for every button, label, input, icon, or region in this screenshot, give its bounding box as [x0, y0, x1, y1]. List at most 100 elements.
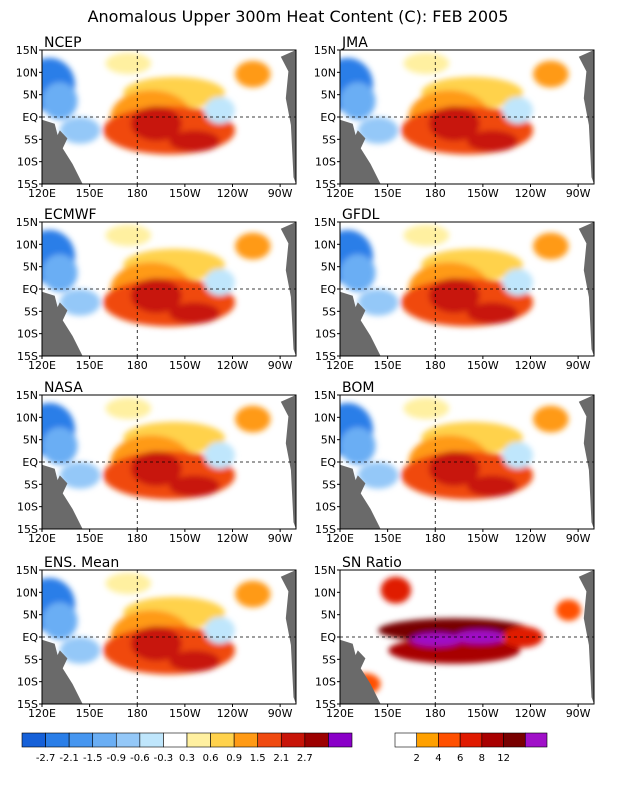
plot-area: [340, 222, 594, 356]
x-tick-label: 150E: [76, 187, 104, 200]
y-tick-label: 5N: [321, 261, 336, 274]
landmass-new-guinea: [340, 639, 381, 704]
y-tick-label: EQ: [320, 111, 336, 124]
colorbar-label: 0.6: [203, 753, 219, 764]
field-region: [42, 254, 78, 292]
colorbar-swatch: [503, 732, 526, 748]
y-tick-label: EQ: [22, 631, 38, 644]
colorbar-label: 0.9: [226, 753, 242, 764]
y-tick-label: 5N: [321, 89, 336, 102]
landmass-new-guinea: [340, 291, 381, 356]
y-tick-label: 10S: [17, 156, 38, 169]
x-tick-label: 180: [425, 359, 446, 372]
y-tick-label: 5N: [321, 434, 336, 447]
colorbar-swatch: [438, 732, 461, 748]
y-tick-label: EQ: [22, 111, 38, 124]
panel-title: ENS. Mean: [44, 555, 119, 571]
colorbar-label: -0.3: [154, 753, 174, 764]
colorbar-swatch: [304, 732, 329, 748]
field-region: [357, 289, 399, 316]
landmass-island: [352, 475, 366, 495]
y-tick-label: 15S: [17, 698, 38, 711]
x-tick-label: 120E: [326, 532, 354, 545]
field-region: [130, 451, 182, 487]
colorbar-label: 12: [497, 753, 510, 764]
x-tick-label: 90W: [268, 187, 293, 200]
colorbar-label: 8: [479, 753, 485, 764]
x-tick-label: 120W: [515, 187, 547, 200]
x-tick-label: 120W: [515, 532, 547, 545]
landmass-new-guinea: [42, 639, 83, 704]
sn-ratio-colorbar: 2 4 6 8 12: [394, 732, 548, 764]
shaded-field: [340, 397, 569, 500]
y-tick-label: 10S: [315, 328, 336, 341]
y-tick-label: 10S: [315, 501, 336, 514]
colorbar-label: 2: [414, 753, 420, 764]
landmass-south-america: [578, 570, 594, 704]
landmass-island: [54, 130, 68, 150]
colorbar-label: 2.1: [273, 753, 289, 764]
landmass-island: [54, 650, 68, 670]
plot-area: [340, 395, 594, 529]
y-tick-label: 5N: [23, 261, 38, 274]
field-region: [130, 278, 182, 314]
landmass-south-america: [280, 50, 296, 184]
field-region: [428, 451, 480, 487]
colorbar-swatch: [139, 732, 164, 748]
x-tick-label: 120E: [28, 187, 56, 200]
landmass-island: [352, 650, 366, 670]
field-region: [42, 427, 78, 465]
field-region: [130, 626, 182, 662]
y-tick-label: 5S: [24, 478, 38, 491]
shaded-field: [42, 397, 271, 500]
colorbar-label: -2.7: [36, 753, 56, 764]
x-tick-label: 120W: [217, 707, 249, 720]
landmass-island: [54, 475, 68, 495]
plot-area: [340, 50, 594, 184]
y-tick-label: 10N: [16, 586, 38, 599]
y-tick-label: 5N: [321, 609, 336, 622]
plot-area: [42, 570, 296, 704]
landmass-new-guinea: [340, 464, 381, 529]
colorbar-swatch: [416, 732, 439, 748]
field-region: [42, 82, 78, 120]
panel-title: SN Ratio: [342, 555, 402, 571]
field-region: [169, 130, 220, 152]
landmass-new-guinea: [42, 464, 83, 529]
field-region: [42, 602, 78, 640]
x-tick-label: 180: [127, 359, 148, 372]
colorbar-label: -2.1: [59, 753, 79, 764]
panel-title: ECMWF: [44, 207, 97, 223]
y-tick-label: 10N: [16, 238, 38, 251]
field-region: [204, 616, 236, 644]
y-tick-label: 10S: [17, 328, 38, 341]
landmass-new-guinea: [42, 119, 83, 184]
x-tick-label: 150W: [169, 707, 201, 720]
y-tick-label: 5N: [23, 89, 38, 102]
x-tick-label: 90W: [566, 532, 591, 545]
x-tick-label: 120E: [326, 359, 354, 372]
field-region: [533, 405, 569, 433]
landmass-new-guinea: [42, 291, 83, 356]
y-tick-label: 10N: [314, 238, 336, 251]
x-tick-label: 150E: [76, 532, 104, 545]
colorbar-swatch: [45, 732, 70, 748]
colorbar-swatch: [524, 732, 548, 748]
x-tick-label: 120E: [326, 707, 354, 720]
landmass-island: [54, 302, 68, 322]
landmass-south-america: [280, 395, 296, 529]
x-tick-label: 120W: [515, 359, 547, 372]
x-tick-label: 150W: [467, 707, 499, 720]
x-tick-label: 150E: [374, 532, 402, 545]
landmass-new-guinea: [340, 119, 381, 184]
x-tick-label: 150W: [467, 187, 499, 200]
field-region: [467, 302, 518, 324]
x-tick-label: 150W: [169, 359, 201, 372]
landmass-south-america: [578, 50, 594, 184]
x-tick-label: 180: [127, 187, 148, 200]
